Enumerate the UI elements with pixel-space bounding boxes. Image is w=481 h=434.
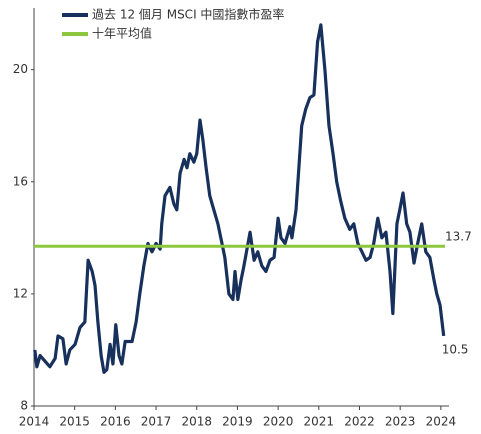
x-tick-label: 2024	[426, 415, 457, 429]
average-label: 13.7	[445, 230, 472, 244]
end-value-label: 10.5	[442, 342, 469, 356]
x-tick-label: 2015	[59, 415, 90, 429]
x-tick-label: 2017	[141, 415, 172, 429]
x-tick-label: 2019	[222, 415, 253, 429]
x-tick-label: 2022	[344, 415, 375, 429]
x-tick-label: 2018	[181, 415, 212, 429]
series-line	[33, 23, 446, 374]
y-tick-label: 20	[13, 62, 28, 76]
x-tick-label: 2014	[19, 415, 50, 429]
x-tick-label: 2021	[304, 415, 335, 429]
legend-label: 過去 12 個月 MSCI 中國指數市盈率	[92, 7, 284, 22]
x-tick-label: 2023	[385, 415, 416, 429]
x-tick-label: 2020	[263, 415, 294, 429]
y-tick-label: 16	[13, 174, 28, 188]
legend-label: 十年平均值	[92, 26, 152, 41]
y-tick-label: 12	[13, 286, 28, 300]
y-tick-label: 8	[20, 399, 28, 413]
x-tick-label: 2016	[100, 415, 131, 429]
